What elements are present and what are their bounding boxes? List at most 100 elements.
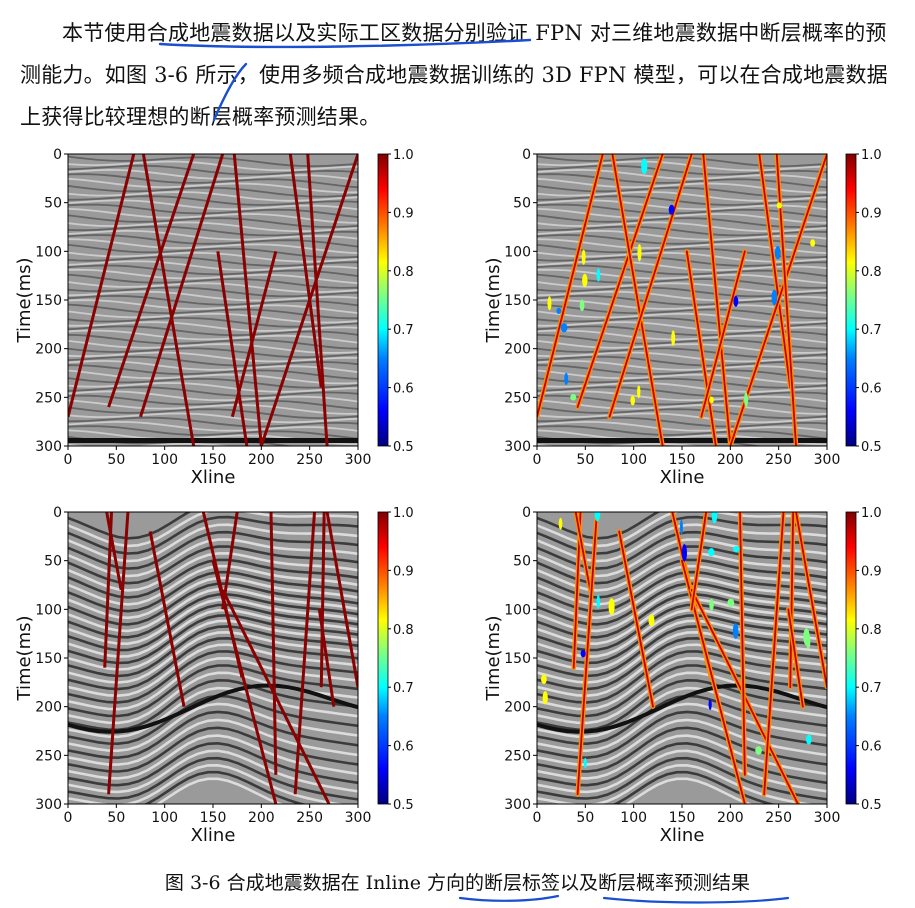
prediction-blob	[630, 395, 635, 406]
y-tick-label: 150	[504, 651, 531, 667]
x-tick-label: 250	[765, 452, 792, 468]
x-tick-label: 250	[296, 452, 323, 468]
y-tick-label: 300	[504, 797, 531, 813]
fault-label	[107, 154, 196, 408]
prediction-blob	[709, 598, 714, 611]
prediction-blob	[648, 614, 655, 627]
x-tick-label: 200	[717, 452, 744, 468]
prediction-blob	[541, 674, 547, 685]
y-tick-label: 0	[53, 505, 62, 521]
prediction-blob	[641, 158, 648, 175]
prediction-blob	[732, 623, 739, 639]
fault-probability-core	[537, 154, 604, 418]
fault-probability-core	[685, 250, 717, 446]
x-axis-title: Xline	[191, 467, 236, 488]
fault-probability-core	[608, 154, 693, 418]
prediction-blob	[671, 330, 676, 346]
y-tick-label: 200	[35, 342, 62, 358]
prediction-blob	[637, 244, 642, 262]
prediction-blob	[810, 239, 816, 247]
fault-label	[269, 512, 278, 775]
x-tick-label: 300	[345, 810, 372, 826]
x-tick-label: 300	[814, 452, 841, 468]
fault-probability-core	[700, 250, 746, 418]
prediction-blob	[558, 517, 563, 530]
colorbar-tick-label: 0.8	[861, 623, 882, 638]
y-tick-label: 250	[35, 748, 62, 764]
fault-probability-core	[739, 512, 746, 776]
fault-probability-core	[702, 154, 732, 446]
x-tick-label: 0	[533, 810, 542, 826]
x-tick-label: 50	[576, 810, 594, 826]
fault-probability-core	[795, 512, 827, 689]
x-axis-title: Xline	[660, 467, 705, 488]
prediction-blob	[570, 393, 577, 401]
fault-label	[317, 609, 336, 707]
y-tick-label: 200	[504, 700, 531, 716]
y-tick-label: 150	[504, 293, 531, 309]
prediction-blob	[542, 691, 548, 705]
x-axis-title: Xline	[191, 825, 236, 846]
x-tick-label: 300	[345, 452, 372, 468]
x-tick-label: 300	[814, 810, 841, 826]
colorbar-tick-label: 0.6	[861, 382, 882, 397]
y-tick-label: 50	[513, 196, 531, 212]
fault-label	[148, 531, 186, 707]
colorbar-tick-label: 1.0	[861, 506, 882, 521]
x-tick-label: 150	[669, 452, 696, 468]
colorbar-tick-label: 0.5	[861, 440, 882, 455]
panel-bottom-right: 0 50 100 150 200 250 300050100150200250300Xlin…	[483, 505, 882, 846]
fault-label	[325, 512, 358, 688]
panel-bottom-left: 0 50 100 150 200 250 300050100150200250300Xlin…	[14, 505, 414, 846]
y-tick-label: 200	[35, 700, 62, 716]
y-tick-label: 150	[35, 651, 62, 667]
y-tick-label: 50	[44, 554, 62, 570]
prediction-blob	[733, 545, 740, 553]
colorbar-tick-label: 0.8	[861, 265, 882, 280]
colorbar-tick-label: 0.6	[861, 740, 882, 755]
prediction-blob	[743, 392, 749, 407]
colorbar-tick-label: 0.9	[393, 564, 414, 579]
underline-caption-2	[602, 896, 790, 904]
colorbar-tick-label: 0.5	[393, 798, 414, 813]
colorbar-tick-label: 0.6	[393, 740, 414, 755]
x-tick-label: 150	[200, 452, 227, 468]
y-tick-label: 250	[504, 748, 531, 764]
prediction-blob	[564, 372, 569, 386]
prediction-blob	[679, 519, 683, 535]
fault-probability-core	[787, 608, 804, 708]
prediction-blob	[637, 385, 641, 399]
fault-probability-core	[576, 512, 598, 796]
x-tick-label: 0	[533, 452, 542, 468]
fault-label	[306, 154, 329, 446]
colorbar-tick-label: 0.6	[393, 382, 414, 397]
y-tick-label: 0	[522, 505, 531, 521]
y-tick-label: 250	[504, 390, 531, 406]
prediction-blob	[709, 396, 714, 404]
prediction-blob	[556, 307, 562, 314]
colorbar-tick-label: 1.0	[393, 506, 414, 521]
fault-probability-core	[574, 512, 592, 591]
y-tick-label: 300	[504, 439, 531, 455]
x-tick-label: 200	[717, 810, 744, 826]
colorbar-tick-label: 0.9	[393, 206, 414, 221]
underline-caption-1	[458, 894, 560, 902]
prediction-blob	[803, 628, 810, 646]
seismic-image	[537, 154, 827, 446]
colorbar-tick-label: 0.8	[393, 265, 414, 280]
fault-label	[139, 154, 225, 418]
fault-label	[288, 154, 323, 388]
fault-probability-core	[576, 154, 664, 408]
x-axis-title: Xline	[660, 825, 705, 846]
fault-label	[221, 512, 239, 610]
prediction-blob	[755, 746, 762, 755]
x-tick-label: 0	[64, 810, 73, 826]
y-tick-label: 300	[35, 439, 62, 455]
prediction-blob	[668, 204, 675, 215]
prediction-blob	[560, 323, 568, 333]
colorbar-tick-label: 0.7	[861, 323, 882, 338]
prediction-blob	[547, 296, 552, 311]
x-tick-label: 200	[248, 452, 275, 468]
prediction-blob	[776, 202, 782, 209]
y-tick-label: 100	[35, 244, 62, 260]
